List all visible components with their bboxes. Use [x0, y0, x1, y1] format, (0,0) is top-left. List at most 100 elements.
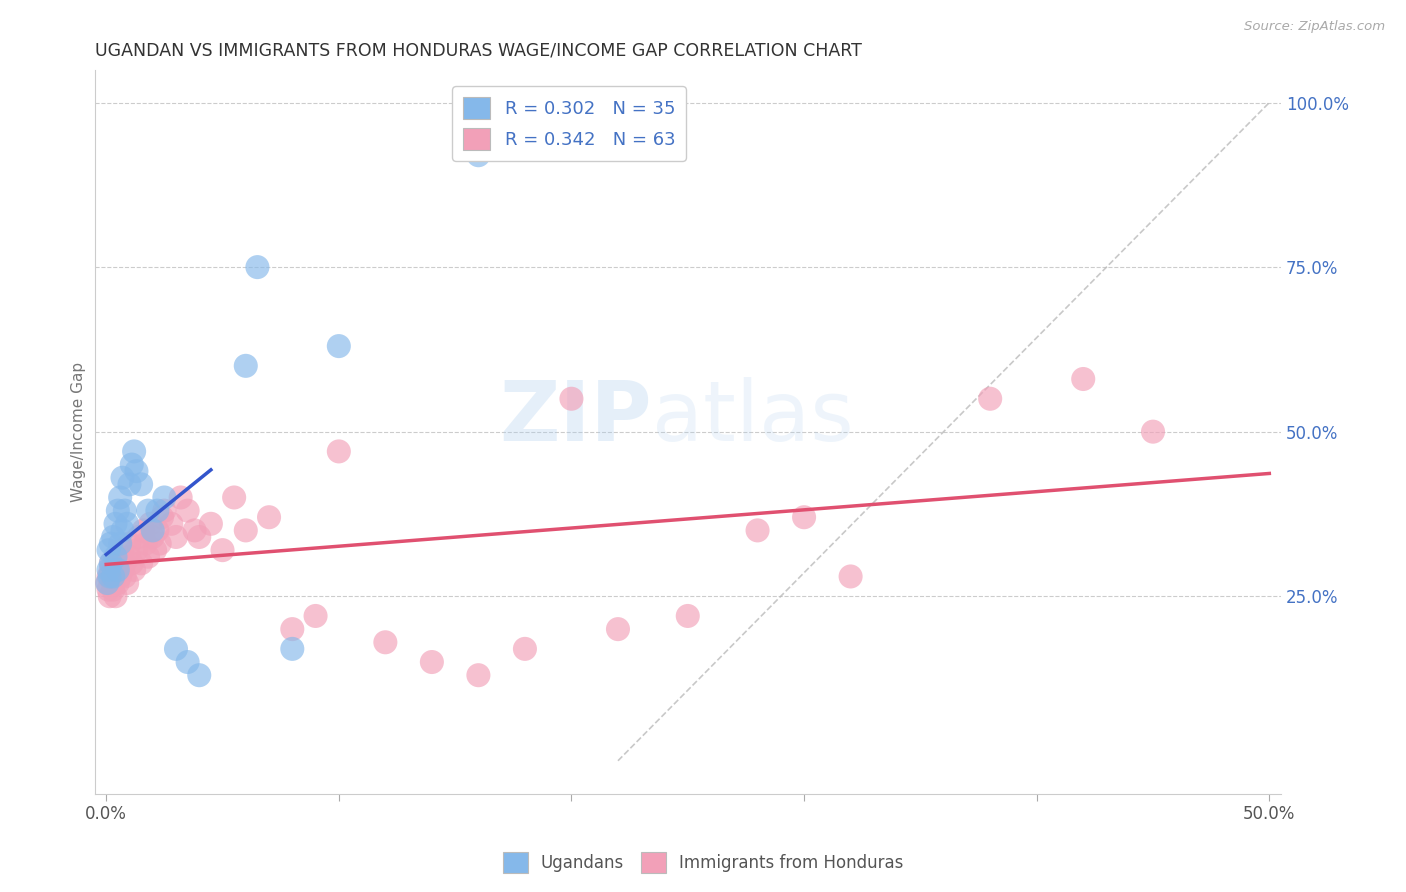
- Point: [188, 530, 211, 544]
- Point: [128, 530, 150, 544]
- Point: [114, 569, 136, 583]
- Point: [121, 557, 143, 571]
- Point: [165, 530, 187, 544]
- Point: [115, 516, 138, 531]
- Point: [129, 477, 152, 491]
- Point: [257, 510, 280, 524]
- Point: [103, 530, 125, 544]
- Point: [979, 392, 1001, 406]
- Point: [100, 536, 122, 550]
- Point: [560, 392, 582, 406]
- Point: [420, 655, 443, 669]
- Point: [132, 524, 155, 538]
- Point: [224, 491, 246, 505]
- Point: [108, 569, 131, 583]
- Point: [125, 543, 148, 558]
- Point: [104, 516, 127, 531]
- Point: [114, 557, 136, 571]
- Point: [103, 569, 125, 583]
- Point: [121, 458, 143, 472]
- Text: atlas: atlas: [652, 376, 853, 458]
- Point: [1142, 425, 1164, 439]
- Point: [607, 622, 630, 636]
- Point: [160, 516, 183, 531]
- Point: [183, 524, 205, 538]
- Text: Source: ZipAtlas.com: Source: ZipAtlas.com: [1244, 20, 1385, 33]
- Point: [374, 635, 396, 649]
- Point: [97, 563, 120, 577]
- Point: [118, 477, 141, 491]
- Point: [122, 563, 145, 577]
- Point: [304, 609, 326, 624]
- Point: [211, 543, 233, 558]
- Point: [103, 576, 125, 591]
- Legend: Ugandans, Immigrants from Honduras: Ugandans, Immigrants from Honduras: [496, 846, 910, 880]
- Point: [146, 524, 169, 538]
- Point: [188, 668, 211, 682]
- Point: [153, 491, 176, 505]
- Point: [169, 491, 191, 505]
- Point: [104, 549, 127, 564]
- Point: [135, 536, 157, 550]
- Point: [165, 641, 187, 656]
- Point: [150, 510, 173, 524]
- Point: [114, 503, 136, 517]
- Point: [97, 582, 120, 597]
- Point: [149, 536, 172, 550]
- Legend: R = 0.302   N = 35, R = 0.342   N = 63: R = 0.302 N = 35, R = 0.342 N = 63: [453, 86, 686, 161]
- Point: [100, 557, 122, 571]
- Point: [107, 576, 129, 591]
- Point: [513, 641, 536, 656]
- Point: [129, 557, 152, 571]
- Point: [118, 549, 141, 564]
- Point: [235, 359, 257, 373]
- Point: [153, 503, 176, 517]
- Point: [100, 563, 122, 577]
- Point: [98, 589, 121, 603]
- Point: [467, 668, 489, 682]
- Point: [125, 464, 148, 478]
- Point: [115, 576, 138, 591]
- Point: [200, 516, 222, 531]
- Point: [107, 557, 129, 571]
- Point: [246, 260, 269, 274]
- Point: [328, 444, 350, 458]
- Text: ZIP: ZIP: [499, 376, 652, 458]
- Point: [139, 516, 162, 531]
- Point: [235, 524, 257, 538]
- Text: UGANDAN VS IMMIGRANTS FROM HONDURAS WAGE/INCOME GAP CORRELATION CHART: UGANDAN VS IMMIGRANTS FROM HONDURAS WAGE…: [94, 42, 862, 60]
- Point: [97, 569, 120, 583]
- Point: [98, 569, 121, 583]
- Y-axis label: Wage/Income Gap: Wage/Income Gap: [72, 361, 86, 501]
- Point: [108, 536, 131, 550]
- Point: [111, 524, 134, 538]
- Point: [97, 543, 120, 558]
- Point: [108, 491, 131, 505]
- Point: [467, 148, 489, 162]
- Point: [108, 549, 131, 564]
- Point: [142, 530, 165, 544]
- Point: [136, 549, 159, 564]
- Point: [122, 444, 145, 458]
- Point: [146, 503, 169, 517]
- Point: [142, 524, 165, 538]
- Point: [676, 609, 699, 624]
- Point: [104, 589, 127, 603]
- Point: [176, 503, 198, 517]
- Point: [328, 339, 350, 353]
- Point: [118, 536, 141, 550]
- Point: [136, 503, 159, 517]
- Point: [143, 543, 166, 558]
- Point: [281, 622, 304, 636]
- Point: [176, 655, 198, 669]
- Point: [107, 503, 129, 517]
- Point: [793, 510, 815, 524]
- Point: [111, 563, 134, 577]
- Point: [96, 576, 118, 591]
- Point: [96, 576, 118, 591]
- Point: [100, 557, 122, 571]
- Point: [111, 471, 134, 485]
- Point: [111, 543, 134, 558]
- Point: [107, 563, 129, 577]
- Point: [104, 569, 127, 583]
